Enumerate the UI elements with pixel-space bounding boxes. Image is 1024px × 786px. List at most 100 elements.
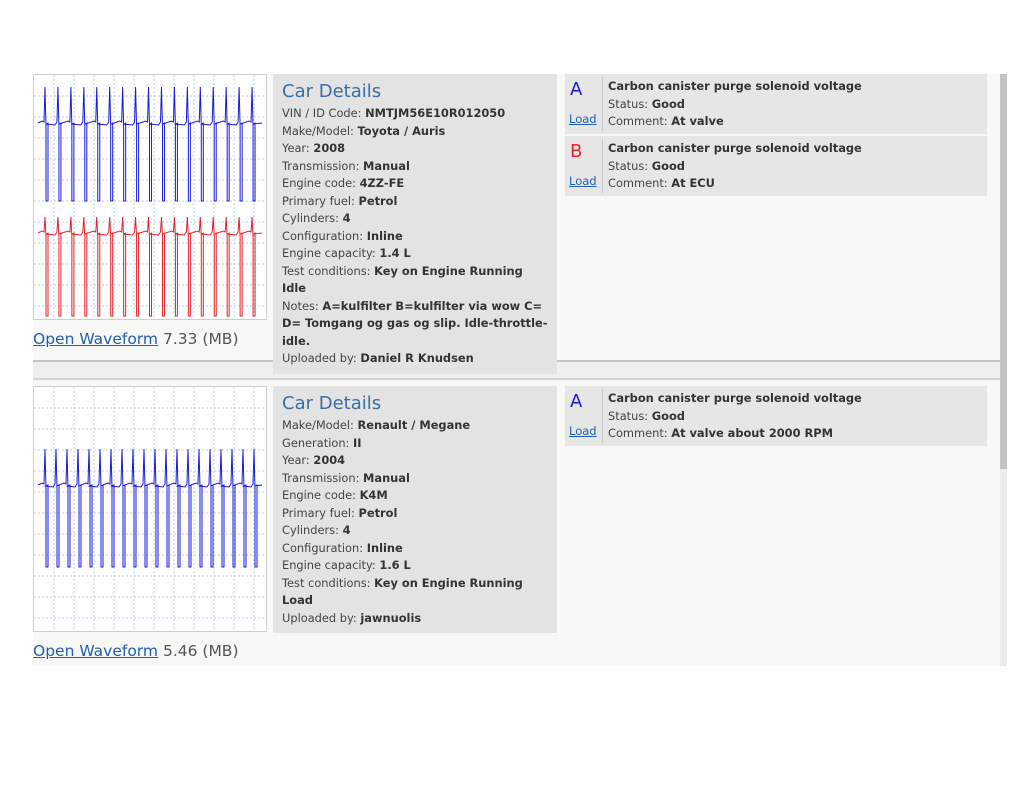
field-label: Uploaded by: [282, 351, 357, 365]
detail-row: Uploaded by: Daniel R Knudsen [282, 350, 548, 368]
channel-title: Carbon canister purge solenoid voltage [608, 141, 862, 155]
channel-info: Carbon canister purge solenoid voltage St… [608, 140, 862, 193]
car-details: Car Details Make/Model: Renault / Megane G… [273, 386, 557, 633]
field-label: Configuration: [282, 228, 364, 243]
load-link[interactable]: Load [569, 424, 597, 438]
field-label: Primary fuel: [282, 193, 355, 208]
field-label: Primary fuel: [282, 505, 355, 520]
waveform [34, 387, 266, 631]
field-value: Petrol [358, 193, 398, 208]
channel-letter: A [570, 391, 583, 412]
comment-label: Comment: [608, 426, 668, 440]
open-waveform-link[interactable]: Open Waveform [33, 330, 159, 348]
channel-title-row: Carbon canister purge solenoid voltage [608, 78, 862, 96]
file-size: 5.46 (MB) [162, 642, 239, 660]
details-title: Car Details [282, 393, 382, 414]
channel: A Load Carbon canister purge solenoid volt… [565, 386, 987, 446]
field-value: 4 [342, 523, 351, 537]
field-value: 1.6 L [379, 558, 411, 572]
detail-row: Primary fuel: Petrol [282, 505, 548, 523]
detail-row: Cylinders: 4 [282, 522, 548, 540]
status-row: Status: Good [608, 408, 862, 426]
detail-row: Test conditions: Key on Engine Running L… [282, 575, 548, 610]
field-label: Test conditions: [282, 575, 371, 590]
comment-label: Comment: [608, 114, 668, 128]
field-value: 1.4 L [379, 246, 411, 260]
comment-value: At valve about 2000 RPM [671, 426, 833, 440]
field-label: Transmission: [282, 158, 360, 173]
field-value: 4ZZ-FE [359, 176, 405, 190]
field-label: Engine capacity: [282, 246, 376, 260]
divider [33, 378, 1000, 380]
detail-row: Engine code: K4M [282, 487, 548, 505]
field-label: Transmission: [282, 470, 360, 485]
channel-letter: A [570, 79, 583, 100]
channel-info: Carbon canister purge solenoid voltage St… [608, 78, 862, 131]
comment-value: At ECU [671, 176, 715, 190]
comment-value: At valve [671, 114, 724, 128]
field-value: Petrol [358, 505, 398, 520]
status-label: Status: [608, 408, 649, 423]
channel-title: Carbon canister purge solenoid voltage [608, 79, 862, 93]
field-value: Inline [366, 540, 403, 555]
detail-row: Primary fuel: Petrol [282, 193, 548, 211]
file-size: 7.33 (MB) [162, 330, 239, 348]
detail-row: Engine capacity: 1.6 L [282, 557, 548, 575]
field-label: Engine code: [282, 176, 356, 190]
field-label: Make/Model: [282, 123, 354, 138]
field-value: 2008 [313, 141, 346, 155]
detail-row: Engine code: 4ZZ-FE [282, 175, 548, 193]
status-label: Status: [608, 158, 649, 173]
field-value: Toyota / Auris [357, 123, 446, 138]
detail-row: Cylinders: 4 [282, 210, 548, 228]
detail-row: VIN / ID Code: NMTJM56E10R012050 [282, 105, 548, 123]
waveform-thumbnail [33, 386, 267, 632]
field-value: 2004 [313, 453, 346, 467]
field-label: Uploaded by: [282, 610, 357, 625]
field-value: II [353, 435, 362, 450]
detail-row: Make/Model: Renault / Megane [282, 417, 548, 435]
status-label: Status: [608, 96, 649, 111]
status-value: Good [651, 408, 685, 423]
field-label: Year: [282, 141, 310, 155]
field-value: Key on Engine Running Idle [282, 263, 523, 296]
channel: A Load Carbon canister purge solenoid volt… [565, 74, 987, 134]
load-link[interactable]: Load [569, 174, 597, 188]
comment-row: Comment: At valve about 2000 RPM [608, 425, 862, 443]
detail-row: Test conditions: Key on Engine Running I… [282, 263, 548, 298]
waveform-trace [37, 86, 263, 202]
status-row: Status: Good [608, 158, 862, 176]
field-value: Manual [363, 470, 410, 485]
field-value: jawnuolis [360, 610, 422, 625]
field-value: Daniel R Knudsen [360, 351, 474, 365]
field-value: A=kulfilter B=kulfilter via wow C= D= To… [282, 298, 548, 348]
open-waveform-link[interactable]: Open Waveform [33, 642, 159, 660]
channel-title-row: Carbon canister purge solenoid voltage [608, 140, 862, 158]
field-value: Manual [363, 158, 410, 173]
field-label: Cylinders: [282, 523, 339, 537]
load-link[interactable]: Load [569, 112, 597, 126]
field-label: Configuration: [282, 540, 364, 555]
detail-row: Configuration: Inline [282, 540, 548, 558]
field-label: Cylinders: [282, 211, 339, 225]
detail-row: Year: 2004 [282, 452, 548, 470]
separator [602, 139, 603, 193]
field-value: K4M [359, 488, 388, 502]
detail-row: Transmission: Manual [282, 470, 548, 488]
status-row: Status: Good [608, 96, 862, 114]
waveform-trace [37, 448, 263, 568]
detail-row: Generation: II [282, 435, 548, 453]
channel-info: Carbon canister purge solenoid voltage St… [608, 390, 862, 443]
waveform-link-row: Open Waveform 5.46 (MB) [33, 642, 239, 660]
field-value: 4 [342, 211, 351, 225]
separator [602, 389, 603, 443]
field-label: Test conditions: [282, 263, 371, 278]
field-label: Engine code: [282, 488, 356, 502]
detail-row: Engine capacity: 1.4 L [282, 245, 548, 263]
field-label: Make/Model: [282, 418, 354, 432]
detail-row: Make/Model: Toyota / Auris [282, 123, 548, 141]
channel-title-row: Carbon canister purge solenoid voltage [608, 390, 862, 408]
field-label: VIN / ID Code: [282, 106, 362, 120]
scrollbar-thumb[interactable] [1000, 74, 1007, 469]
